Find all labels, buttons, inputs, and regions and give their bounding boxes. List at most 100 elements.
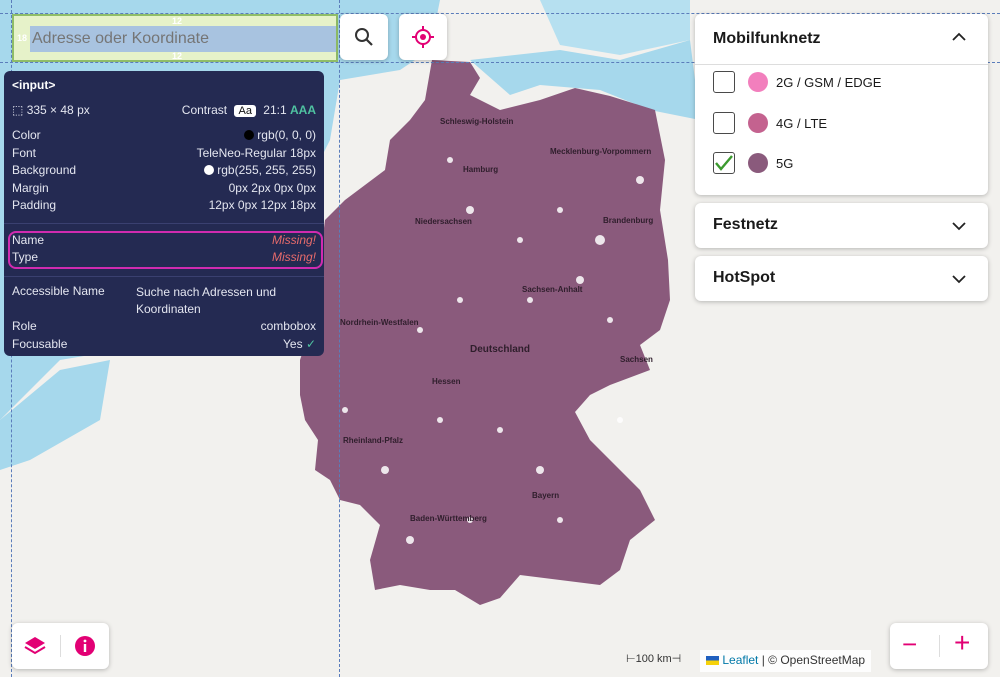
- search-button[interactable]: [340, 14, 388, 60]
- germany-coverage-area: [300, 60, 670, 605]
- inspector-size: 335 × 48 px: [26, 103, 90, 117]
- option-4g[interactable]: 4G / LTE: [713, 111, 827, 135]
- chevron-up-icon[interactable]: [952, 32, 966, 42]
- panel-title: HotSpot: [713, 269, 776, 286]
- panel-title: Festnetz: [713, 216, 778, 233]
- accessible-name-label: Accessible Name: [12, 284, 105, 298]
- region-label: Hessen: [432, 377, 461, 386]
- padding-label: Padding: [12, 198, 57, 212]
- color-value: rgb(0, 0, 0): [257, 128, 316, 142]
- hotspot-panel[interactable]: HotSpot: [695, 256, 988, 301]
- inspector-focusable-row: Focusable Yes ✓: [12, 337, 316, 351]
- zoom-in-button[interactable]: +: [954, 627, 971, 658]
- contrast-level: AAA: [290, 103, 316, 117]
- divider: [60, 635, 61, 657]
- option-label: 5G: [776, 155, 794, 171]
- info-icon[interactable]: [74, 635, 96, 657]
- checkbox[interactable]: [713, 71, 735, 93]
- map-tools-control: [12, 623, 109, 669]
- inspector-name-row: Name Missing!: [12, 233, 316, 247]
- devtools-inspector-tooltip: <input> ⬚ 335 × 48 px Contrast Aa 21:1 A…: [4, 71, 324, 356]
- region-label: Nordrhein-Westfalen: [340, 318, 419, 327]
- background-label: Background: [12, 163, 77, 177]
- checkbox[interactable]: [713, 112, 735, 134]
- inspector-font-row: Font TeleNeo-Regular 18px: [12, 146, 316, 160]
- focusable-label: Focusable: [12, 337, 68, 351]
- region-label: Bayern: [532, 491, 560, 500]
- inspector-margin-row: Margin 0px 2px 0px 0px: [12, 181, 316, 195]
- inspector-accessible-name-row: Accessible Name Suche nach Adressen und …: [12, 284, 316, 318]
- chevron-down-icon[interactable]: [952, 274, 966, 284]
- divider: [4, 223, 324, 224]
- type-label: Type: [12, 250, 39, 264]
- focusable-value: Yes: [283, 337, 303, 351]
- background-swatch: [204, 165, 215, 175]
- region-label: Hamburg: [463, 165, 499, 174]
- chevron-down-icon[interactable]: [952, 221, 966, 231]
- attribution-text: | © OpenStreetMap: [761, 653, 866, 667]
- region-label: Sachsen: [620, 355, 653, 364]
- region-label: Baden-Württemberg: [410, 514, 487, 523]
- layers-icon[interactable]: [24, 635, 46, 657]
- scale-label: 100 km: [635, 653, 672, 665]
- scale-bar-left: ⊢: [626, 653, 636, 665]
- color-swatch: [748, 72, 768, 92]
- role-label: Role: [12, 319, 37, 333]
- map-scale: ⊢100 km⊣: [626, 652, 681, 665]
- background-value: rgb(255, 255, 255): [217, 163, 316, 177]
- missing-attributes-highlight: [8, 231, 323, 269]
- mobile-network-panel: Mobilfunknetz 2G / GSM / EDGE 4G / LTE 5…: [695, 14, 988, 195]
- accessible-name-value: Suche nach Adressen und Koordinaten: [136, 285, 277, 316]
- type-value: Missing!: [271, 250, 316, 264]
- zoom-out-button[interactable]: −: [902, 629, 918, 659]
- option-5g[interactable]: 5G: [713, 151, 793, 175]
- inspector-size-row: ⬚ 335 × 48 px Contrast Aa 21:1 AAA: [12, 103, 316, 117]
- zoom-control: − +: [890, 623, 988, 669]
- checkbox-checked[interactable]: [713, 152, 735, 174]
- color-swatch: [748, 113, 768, 133]
- locate-me-button[interactable]: [399, 14, 447, 60]
- padding-left-label: 18: [17, 33, 28, 43]
- color-swatch: [748, 153, 768, 173]
- region-label: Schleswig-Holstein: [440, 117, 514, 126]
- role-value: combobox: [260, 319, 316, 333]
- leaflet-link[interactable]: Leaflet: [722, 653, 759, 667]
- festnetz-panel[interactable]: Festnetz: [695, 203, 988, 248]
- map-attribution: Leaflet | © OpenStreetMap: [700, 650, 872, 672]
- padding-bottom-label: 12: [172, 51, 183, 61]
- font-value: TeleNeo-Regular 18px: [196, 146, 316, 160]
- inspector-padding-row: Padding 12px 0px 12px 18px: [12, 198, 316, 212]
- margin-value: 0px 2px 0px 0px: [228, 181, 316, 195]
- inspector-tag: <input>: [12, 78, 56, 92]
- region-label: Brandenburg: [603, 216, 654, 225]
- country-label: Deutschland: [470, 344, 531, 355]
- color-label: Color: [12, 128, 41, 142]
- contrast-aa-badge: Aa: [234, 105, 256, 117]
- crosshair-icon: [412, 26, 434, 48]
- region-label: Niedersachsen: [415, 217, 472, 226]
- search-icon: [355, 28, 373, 46]
- inspector-background-row: Background rgb(255, 255, 255): [12, 163, 316, 177]
- box-size-icon: ⬚: [12, 103, 24, 117]
- padding-value: 12px 0px 12px 18px: [208, 198, 316, 212]
- option-label: 2G / GSM / EDGE: [776, 74, 882, 90]
- checkmark-icon: [715, 155, 733, 171]
- inspector-role-row: Role combobox: [12, 319, 316, 333]
- option-label: 4G / LTE: [776, 115, 828, 131]
- search-box[interactable]: 12 12 18: [12, 14, 338, 62]
- divider: [4, 276, 324, 277]
- divider: [695, 64, 988, 65]
- inspector-color-row: Color rgb(0, 0, 0): [12, 128, 316, 142]
- contrast-ratio: 21:1: [263, 103, 287, 117]
- scale-bar-right: ⊣: [671, 653, 682, 665]
- ukraine-flag-icon: [706, 656, 719, 665]
- search-input[interactable]: [30, 26, 338, 52]
- option-2g[interactable]: 2G / GSM / EDGE: [713, 70, 881, 94]
- region-label: Rheinland-Pfalz: [343, 436, 404, 445]
- panel-title: Mobilfunknetz: [713, 30, 821, 47]
- padding-top-label: 12: [172, 16, 183, 26]
- divider: [939, 635, 940, 657]
- color-swatch: [244, 130, 255, 140]
- font-label: Font: [12, 146, 37, 160]
- margin-label: Margin: [12, 181, 49, 195]
